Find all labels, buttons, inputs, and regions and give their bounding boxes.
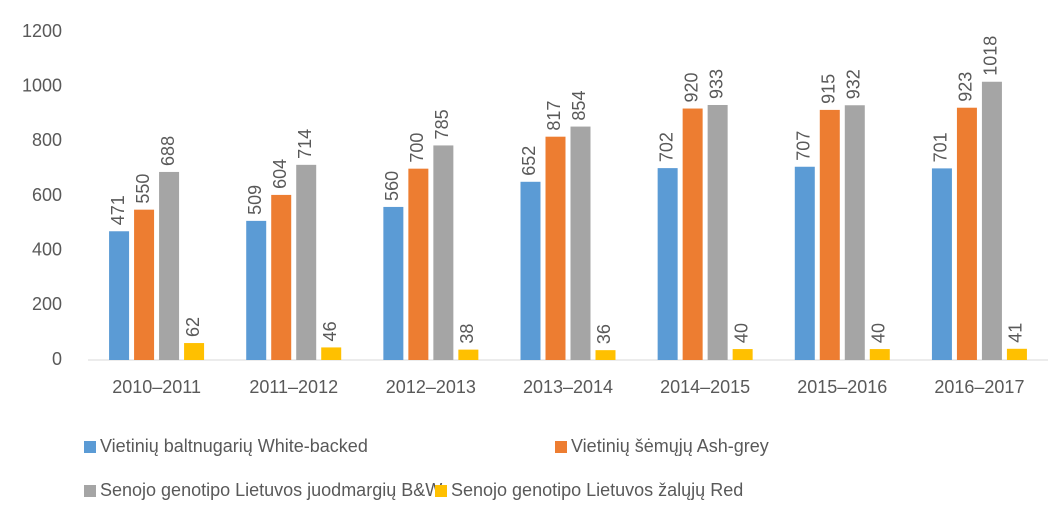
- bar: [545, 136, 566, 360]
- value-label: 509: [245, 185, 265, 215]
- value-label: 40: [731, 323, 751, 343]
- value-label: 702: [656, 132, 676, 162]
- value-label: 933: [706, 69, 726, 99]
- x-tick-label: 2016–2017: [934, 377, 1024, 397]
- y-tick-label: 600: [32, 185, 62, 205]
- bar: [869, 349, 890, 360]
- bar: [981, 81, 1002, 360]
- bar: [246, 220, 267, 360]
- y-tick-label: 1000: [22, 75, 62, 95]
- bar: [931, 168, 952, 360]
- bar: [1006, 348, 1027, 360]
- value-label: 560: [382, 171, 402, 201]
- y-tick-label: 800: [32, 130, 62, 150]
- bar: [956, 107, 977, 360]
- value-label: 46: [320, 321, 340, 341]
- bar: [159, 171, 180, 360]
- value-label: 471: [108, 195, 128, 225]
- bar: [819, 109, 840, 361]
- bar: [134, 209, 155, 360]
- bar: [458, 349, 479, 360]
- bar: [732, 349, 753, 360]
- x-tick-label: 2010–2011: [112, 377, 201, 397]
- bar: [657, 168, 678, 360]
- value-label: 652: [519, 146, 539, 176]
- value-label: 714: [295, 129, 315, 159]
- legend-label: Senojo genotipo Lietuvos juodmargių B&W: [100, 480, 442, 500]
- bar: [383, 206, 404, 360]
- bar: [271, 194, 292, 360]
- bar: [682, 108, 703, 361]
- legend-swatch: [555, 441, 567, 453]
- legend-swatch: [84, 441, 96, 453]
- value-label: 920: [681, 72, 701, 102]
- value-label: 923: [956, 72, 976, 102]
- bar: [595, 350, 616, 360]
- value-label: 550: [133, 174, 153, 204]
- bar: [433, 145, 454, 360]
- value-label: 604: [270, 159, 290, 189]
- bar: [296, 164, 317, 360]
- bar: [844, 105, 865, 361]
- value-label: 932: [844, 69, 864, 99]
- value-label: 40: [869, 323, 889, 343]
- y-tick-label: 400: [32, 239, 62, 259]
- value-label: 38: [457, 324, 477, 344]
- y-tick-label: 1200: [22, 21, 62, 41]
- bar: [109, 231, 130, 360]
- value-label: 62: [183, 317, 203, 337]
- x-tick-label: 2011–2012: [249, 377, 338, 397]
- x-tick-label: 2015–2016: [797, 377, 887, 397]
- value-label: 41: [1006, 323, 1026, 343]
- y-tick-label: 0: [52, 349, 62, 369]
- legend-swatch: [435, 485, 447, 497]
- legend-label: Vietinių šėmųjų Ash-grey: [571, 436, 769, 456]
- value-label: 817: [544, 101, 564, 131]
- value-label: 785: [432, 109, 452, 139]
- x-tick-label: 2014–2015: [660, 377, 750, 397]
- value-label: 701: [931, 132, 951, 162]
- value-label: 688: [158, 136, 178, 166]
- bar: [184, 343, 205, 360]
- bar: [520, 181, 541, 360]
- value-label: 36: [594, 324, 614, 344]
- legend-label: Senojo genotipo Lietuvos žalųjų Red: [451, 480, 743, 500]
- x-tick-label: 2012–2013: [386, 377, 476, 397]
- value-label: 854: [569, 91, 589, 121]
- value-label: 1018: [981, 36, 1001, 76]
- value-label: 700: [407, 133, 427, 163]
- bar: [570, 126, 591, 360]
- legend-label: Vietinių baltnugarių White-backed: [100, 436, 368, 456]
- bar: [321, 347, 342, 360]
- legend-swatch: [84, 485, 96, 497]
- value-label: 707: [794, 131, 814, 161]
- bar: [794, 166, 815, 360]
- value-label: 915: [819, 74, 839, 104]
- bar: [707, 104, 728, 360]
- x-tick-label: 2013–2014: [523, 377, 613, 397]
- y-tick-label: 200: [32, 294, 62, 314]
- bar: [408, 168, 429, 360]
